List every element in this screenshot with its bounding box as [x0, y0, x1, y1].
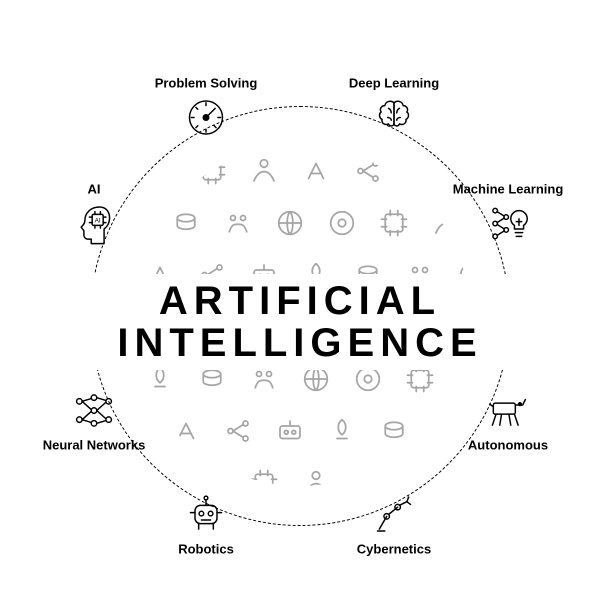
robot-head-icon — [183, 492, 229, 538]
node-cybernetics: Cybernetics — [334, 492, 454, 557]
node-neural-networks: Neural Networks — [34, 388, 154, 453]
brain-icon — [371, 95, 417, 141]
infographic-stage: ARTIFICIAL INTELLIGENCE AI AI Problem So… — [0, 0, 600, 600]
ai-head-icon: AI — [71, 201, 117, 247]
node-problem-solving: Problem Solving — [146, 76, 266, 141]
svg-text:AI: AI — [95, 218, 101, 225]
node-machine-learning: Machine Learning — [448, 182, 568, 247]
robo-arm-icon — [371, 492, 417, 538]
node-label: Neural Networks — [43, 438, 146, 453]
title-line-1: ARTIFICIAL — [0, 280, 600, 322]
neural-net-icon — [71, 388, 117, 434]
gauge-icon — [183, 95, 229, 141]
title-line-2: INTELLIGENCE — [0, 322, 600, 364]
node-label: Autonomous — [468, 438, 548, 453]
node-label: Robotics — [178, 542, 234, 557]
node-autonomous: Autonomous — [448, 388, 568, 453]
node-label: Deep Learning — [349, 76, 439, 91]
main-title: ARTIFICIAL INTELLIGENCE — [0, 274, 600, 370]
node-ai: AI AI — [34, 182, 154, 247]
node-label: Machine Learning — [453, 182, 564, 197]
node-robotics: Robotics — [146, 492, 266, 557]
node-label: Cybernetics — [357, 542, 431, 557]
node-label: Problem Solving — [155, 76, 258, 91]
robot-dog-icon — [485, 388, 531, 434]
node-label: AI — [88, 182, 101, 197]
node-deep-learning: Deep Learning — [334, 76, 454, 141]
ml-bulb-icon — [485, 201, 531, 247]
